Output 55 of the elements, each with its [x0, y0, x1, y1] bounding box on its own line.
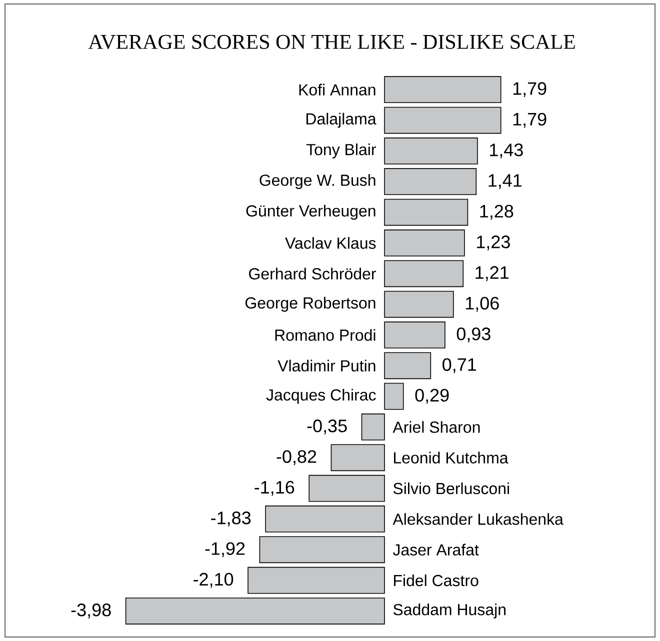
- bar: [384, 198, 468, 226]
- bar: [265, 506, 385, 532]
- bar: [384, 106, 502, 134]
- bar: [330, 444, 385, 472]
- bar: [384, 76, 502, 104]
- bar: [384, 322, 446, 348]
- y-tick-label: Romano Prodi: [275, 329, 376, 341]
- bar: [308, 474, 385, 502]
- data-label: 1,23: [477, 236, 510, 250]
- chart-title: AVERAGE SCORES ON THE LIKE - DISLIKE SCALE: [88, 34, 575, 50]
- data-label: 1,06: [466, 296, 499, 312]
- data-label: -0,82: [276, 450, 316, 466]
- data-label: -1,16: [254, 480, 294, 496]
- y-tick-label: Günter Verheugen: [246, 204, 376, 220]
- bar: [384, 138, 478, 164]
- y-tick-label: Jaser Arafat: [392, 544, 479, 556]
- data-label: 1,41: [488, 174, 522, 189]
- y-tick-label: Ariel Sharon: [392, 421, 480, 433]
- y-tick-label: George Robertson: [245, 296, 376, 312]
- data-label: 0,71: [442, 358, 476, 374]
- bar: [384, 352, 432, 380]
- y-tick-label: Kofi Annan: [299, 84, 376, 96]
- bar: [384, 260, 464, 288]
- data-label: 0,29: [415, 388, 449, 404]
- y-tick-label: Saddam Husajn: [393, 604, 506, 618]
- y-tick-label: Leonid Kutchma: [394, 452, 508, 464]
- y-tick-label: Vaclav Klaus: [285, 237, 376, 249]
- y-tick-label: Gerhard Schröder: [249, 268, 376, 280]
- y-tick-label: George W. Bush: [260, 174, 376, 190]
- data-label: -1,92: [205, 542, 245, 558]
- bar: [259, 536, 385, 564]
- y-tick-label: Dalajlama: [306, 112, 376, 128]
- data-label: 1,79: [513, 82, 546, 98]
- data-label: -0,35: [307, 420, 347, 434]
- data-label: -2,10: [194, 572, 234, 588]
- y-tick-label: Fidel Castro: [394, 574, 478, 586]
- data-label: -1,83: [211, 512, 251, 526]
- y-tick-label: Vladimir Putin: [278, 360, 376, 372]
- y-tick-label: Jacques Chirac: [266, 388, 376, 404]
- bar: [248, 566, 385, 594]
- data-label: -3,98: [71, 604, 111, 618]
- bar: [384, 290, 454, 318]
- data-label: 1,28: [480, 204, 514, 220]
- data-label: 0,93: [456, 328, 490, 342]
- bar: [125, 598, 385, 624]
- y-tick-label: Silvio Berlusconi: [393, 482, 509, 494]
- bar: [384, 382, 404, 410]
- data-label: 1,79: [513, 112, 546, 128]
- bar: [384, 230, 465, 256]
- y-tick-label: Tony Blair: [306, 144, 376, 158]
- bar: [384, 168, 477, 196]
- bar: [361, 414, 385, 440]
- data-label: 1,43: [490, 144, 523, 158]
- y-tick-label: Aleksander Lukashenka: [392, 513, 564, 525]
- data-label: 1,21: [476, 266, 508, 282]
